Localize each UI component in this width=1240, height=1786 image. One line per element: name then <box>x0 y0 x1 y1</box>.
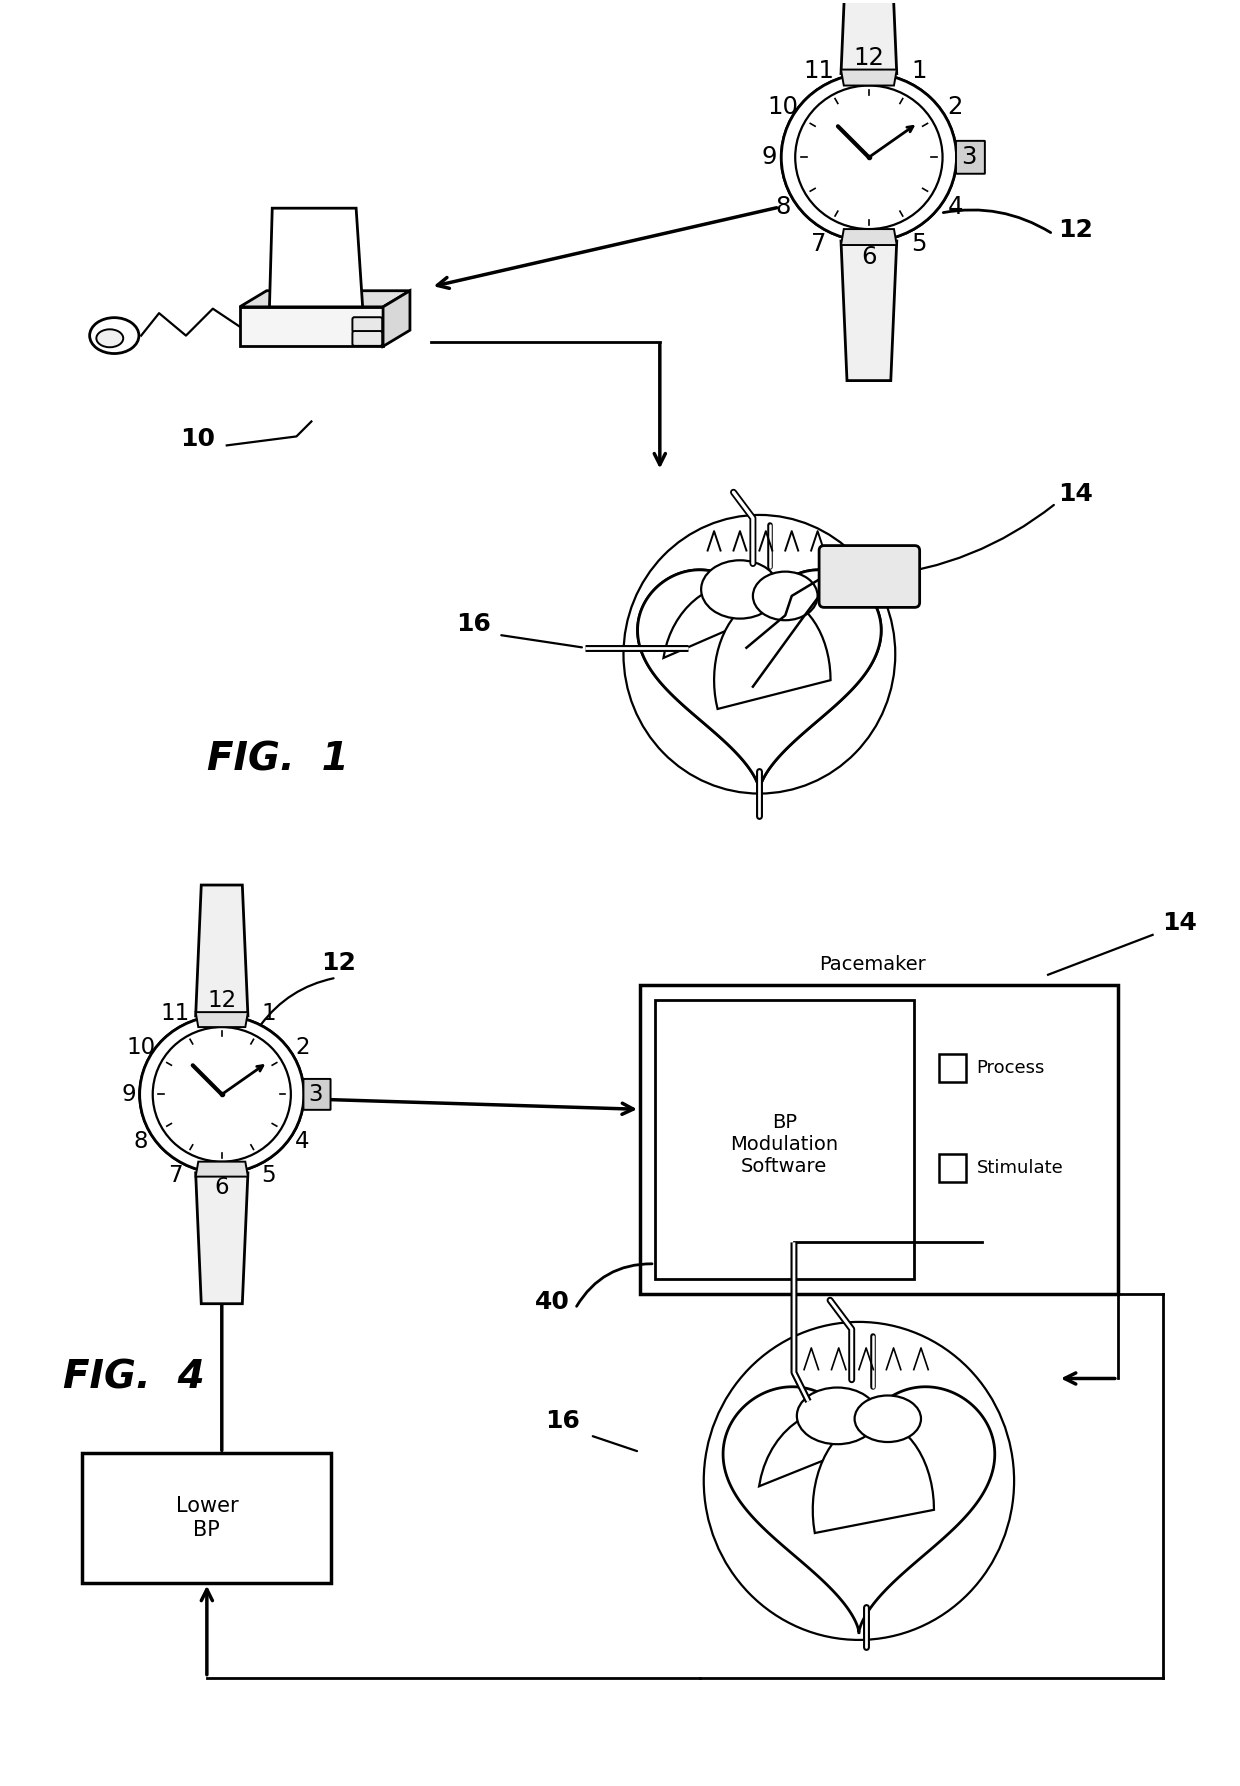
Polygon shape <box>637 570 882 791</box>
Text: 4: 4 <box>947 195 962 220</box>
Text: 11: 11 <box>160 1002 190 1025</box>
Text: 2: 2 <box>947 95 962 120</box>
Ellipse shape <box>854 1395 921 1441</box>
Ellipse shape <box>140 1016 304 1173</box>
Polygon shape <box>239 307 383 346</box>
FancyBboxPatch shape <box>352 330 382 346</box>
Polygon shape <box>759 1409 911 1486</box>
Text: 11: 11 <box>804 59 835 82</box>
FancyBboxPatch shape <box>939 1154 966 1182</box>
Text: 8: 8 <box>775 195 790 220</box>
Ellipse shape <box>795 86 942 229</box>
Polygon shape <box>714 597 831 709</box>
FancyBboxPatch shape <box>82 1454 331 1582</box>
Polygon shape <box>239 291 410 307</box>
Text: 16: 16 <box>456 613 491 636</box>
Polygon shape <box>723 1386 994 1632</box>
Text: Pacemaker: Pacemaker <box>820 956 926 973</box>
Text: 3: 3 <box>308 1082 322 1106</box>
Text: 6: 6 <box>215 1177 229 1200</box>
FancyBboxPatch shape <box>640 984 1117 1293</box>
Text: Lower
BP: Lower BP <box>176 1497 238 1540</box>
Text: 2: 2 <box>295 1036 310 1059</box>
Text: 5: 5 <box>262 1164 275 1188</box>
Polygon shape <box>663 582 813 657</box>
Ellipse shape <box>781 73 956 241</box>
Text: 12: 12 <box>321 950 356 975</box>
Text: 10: 10 <box>768 95 799 120</box>
Text: BP
Modulation
Software: BP Modulation Software <box>730 1113 838 1175</box>
Ellipse shape <box>140 1016 304 1173</box>
Ellipse shape <box>753 572 817 620</box>
Polygon shape <box>269 209 362 307</box>
Text: Process: Process <box>976 1059 1045 1077</box>
Text: 9: 9 <box>761 145 777 170</box>
Polygon shape <box>196 1173 248 1304</box>
Polygon shape <box>841 229 897 245</box>
Text: FIG.  4: FIG. 4 <box>62 1359 205 1397</box>
FancyBboxPatch shape <box>352 318 382 332</box>
Text: 1: 1 <box>262 1002 275 1025</box>
Ellipse shape <box>704 1322 1014 1640</box>
Polygon shape <box>841 0 897 73</box>
Text: 7: 7 <box>167 1164 182 1188</box>
Text: 7: 7 <box>811 232 827 255</box>
FancyBboxPatch shape <box>939 1054 966 1082</box>
Text: 14: 14 <box>1058 482 1092 505</box>
Ellipse shape <box>797 1388 878 1445</box>
Polygon shape <box>841 241 897 380</box>
Polygon shape <box>196 1161 248 1177</box>
Text: 9: 9 <box>122 1082 135 1106</box>
Text: 6: 6 <box>861 245 877 270</box>
Text: 4: 4 <box>295 1129 310 1152</box>
Text: 14: 14 <box>1163 911 1198 934</box>
FancyBboxPatch shape <box>956 141 985 173</box>
Polygon shape <box>841 70 897 86</box>
Text: 12: 12 <box>207 989 237 1013</box>
Ellipse shape <box>701 561 779 618</box>
Ellipse shape <box>97 329 123 346</box>
Polygon shape <box>812 1420 934 1532</box>
Polygon shape <box>196 1013 248 1027</box>
FancyBboxPatch shape <box>655 1000 914 1279</box>
Text: Stimulate: Stimulate <box>976 1159 1063 1177</box>
Ellipse shape <box>781 73 956 241</box>
Text: 12: 12 <box>853 46 884 70</box>
Ellipse shape <box>624 514 895 793</box>
Text: 1: 1 <box>911 59 926 82</box>
Text: 16: 16 <box>546 1409 580 1434</box>
Text: 8: 8 <box>134 1129 149 1152</box>
Polygon shape <box>383 291 410 346</box>
Text: 5: 5 <box>911 232 926 255</box>
Text: 3: 3 <box>961 145 976 170</box>
Ellipse shape <box>89 318 139 354</box>
Text: 10: 10 <box>180 427 215 452</box>
Ellipse shape <box>153 1027 291 1161</box>
Ellipse shape <box>153 1027 291 1161</box>
Ellipse shape <box>795 86 942 229</box>
FancyBboxPatch shape <box>820 545 920 607</box>
Text: 40: 40 <box>536 1289 570 1314</box>
Polygon shape <box>637 570 882 791</box>
FancyBboxPatch shape <box>304 1079 331 1109</box>
Text: 10: 10 <box>126 1036 155 1059</box>
Text: 12: 12 <box>1058 218 1092 243</box>
Text: FIG.  1: FIG. 1 <box>207 741 348 779</box>
Polygon shape <box>196 886 248 1016</box>
